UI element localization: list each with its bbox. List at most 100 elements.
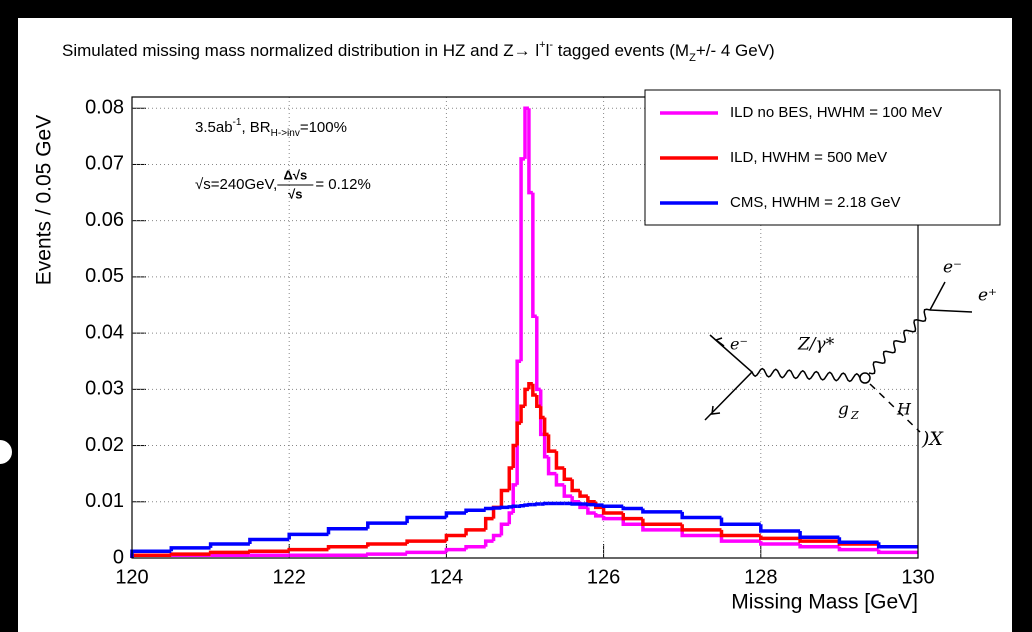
diagram-label: e⁻: [730, 335, 748, 354]
histogram-bin: [798, 538, 840, 543]
histogram-bin: [523, 503, 529, 507]
legend-label: CMS, HWHM = 2.18 GeV: [730, 194, 900, 211]
plot-frame: [131, 96, 919, 559]
histogram-bin: [535, 394, 541, 408]
histogram-bin: [208, 550, 250, 555]
histogram-bin: [405, 515, 447, 524]
x-tick-label: 120: [115, 566, 148, 588]
diagram-label: Z/γ*: [797, 335, 835, 355]
histogram-bin: [837, 537, 879, 545]
histogram-bin: [578, 490, 588, 498]
y-tick-label: 0.03: [85, 378, 124, 400]
diagram-label: g: [838, 400, 849, 420]
histogram-bin: [554, 451, 565, 470]
histogram-bin: [586, 496, 596, 504]
annotation: √s=240GeV, Δ√s √s = 0.12%: [195, 167, 371, 201]
histogram-bin: [759, 535, 801, 541]
histogram-bin: [444, 533, 467, 542]
histogram-bin: [601, 515, 624, 521]
y-tick-label: 0.02: [85, 434, 124, 456]
histogram-bin: [535, 316, 541, 392]
histogram-bin: [287, 547, 329, 552]
arrow: [714, 337, 725, 347]
histogram-bin: [464, 545, 486, 550]
title-part: +: [539, 39, 545, 51]
histogram-bin: [499, 522, 510, 536]
histogram-bin: [759, 541, 801, 546]
histogram-bin: [169, 546, 211, 552]
annotation-part: √s=240GeV,: [195, 176, 277, 193]
x-tick-label: 124: [430, 566, 463, 588]
histogram-bin: [366, 542, 408, 547]
histogram-bin: [483, 506, 494, 511]
histogram-bin: [405, 539, 447, 544]
histogram-bin: [719, 529, 761, 538]
histogram-bin: [444, 547, 467, 553]
vertex: [859, 372, 871, 384]
histogram-bin: [169, 552, 211, 556]
histogram-bin: [208, 542, 250, 548]
histogram-bin: [464, 528, 486, 536]
histogram-bin: [542, 417, 549, 437]
histogram-bin: [366, 552, 408, 556]
boson-line: [751, 367, 861, 383]
histogram-bin: [366, 521, 408, 529]
histogram-bin: [499, 488, 510, 508]
histogram-bin: [680, 529, 722, 538]
histogram-bin: [326, 545, 368, 550]
legend-label: ILD, HWHM = 500 MeV: [730, 149, 887, 166]
histogram-bin: [507, 466, 514, 491]
histogram-bin: [593, 513, 604, 518]
histogram-bin: [491, 506, 502, 510]
histogram-bin: [593, 503, 604, 507]
title-part: tagged events (M: [553, 41, 689, 60]
annotation-part: H->inv: [271, 128, 300, 139]
diagram-label: H: [896, 400, 912, 419]
annotation-part: 3.5ab: [195, 119, 233, 136]
histogram-bin: [542, 501, 549, 506]
annotation-part: √s: [288, 186, 302, 201]
histogram-bin: [570, 479, 581, 493]
histogram-bin: [621, 506, 643, 511]
histogram-bin: [641, 524, 683, 532]
annotation-part: Δ√s: [283, 167, 307, 182]
annotation: 3.5ab-1, BRH->inv=100%: [195, 117, 347, 139]
histogram-bin: [641, 518, 683, 527]
histogram-bin: [405, 550, 447, 555]
histogram-bin: [621, 513, 643, 521]
fermion-line: [929, 281, 973, 313]
histogram-bin: [511, 504, 518, 509]
title-part: -: [549, 39, 553, 51]
y-tick-label: 0.08: [85, 97, 124, 119]
y-tick-label: 0.07: [85, 153, 124, 175]
histogram-bin: [586, 502, 596, 507]
diagram-label: e⁻: [943, 258, 962, 278]
histogram-bin: [511, 483, 518, 514]
legend-label: ILD no BES, HWHM = 100 MeV: [730, 104, 942, 121]
title-part: Z: [689, 52, 696, 64]
histogram-bin: [621, 518, 643, 527]
histogram-bin: [527, 108, 533, 195]
arrow: [711, 405, 721, 415]
histogram-bin: [248, 537, 290, 544]
histogram-bin: [483, 516, 494, 530]
y-axis-label: Events / 0.05 GeV: [33, 115, 56, 285]
x-tick-label: 122: [273, 566, 306, 588]
y-tick-label: 0.05: [85, 265, 124, 287]
histogram-bin: [519, 503, 525, 508]
histogram-bin: [601, 504, 624, 509]
histogram-bin: [287, 532, 329, 540]
histogram-bin: [326, 527, 368, 535]
histogram-bin: [444, 511, 467, 518]
histogram-bin: [483, 539, 494, 547]
histogram-bin: [531, 192, 537, 319]
histogram-bin: [641, 508, 683, 514]
diagram-label: Z: [850, 409, 859, 422]
histogram-bin: [554, 473, 565, 487]
y-tick-label: 0.01: [85, 490, 124, 512]
boson-line: [868, 308, 931, 375]
feynman-diagram: e⁻ Z/γ* Hg Ze⁻ e⁺)X: [704, 258, 997, 450]
higgs-line: [869, 383, 921, 433]
